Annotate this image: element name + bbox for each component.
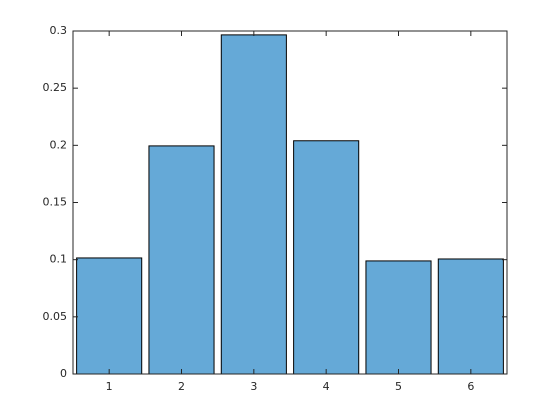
bar [437, 258, 504, 375]
x-tick-label: 3 [250, 380, 257, 393]
bar [76, 257, 143, 375]
x-tick-label: 5 [395, 380, 402, 393]
bar [365, 260, 432, 375]
y-tick-label: 0 [60, 367, 67, 380]
x-tick-label: 6 [467, 380, 474, 393]
y-tick-label: 0.2 [50, 138, 68, 151]
y-tick-label: 0.05 [43, 310, 68, 323]
y-tick-label: 0.25 [43, 81, 68, 94]
x-tick-label: 1 [106, 380, 113, 393]
bar [220, 34, 287, 375]
x-tick-label: 2 [178, 380, 185, 393]
y-tick-label: 0.1 [50, 253, 68, 266]
x-tick-label: 4 [323, 380, 330, 393]
bar [293, 140, 360, 375]
y-tick-label: 0.15 [43, 196, 68, 209]
bar [148, 145, 215, 375]
y-tick-label: 0.3 [50, 24, 68, 37]
